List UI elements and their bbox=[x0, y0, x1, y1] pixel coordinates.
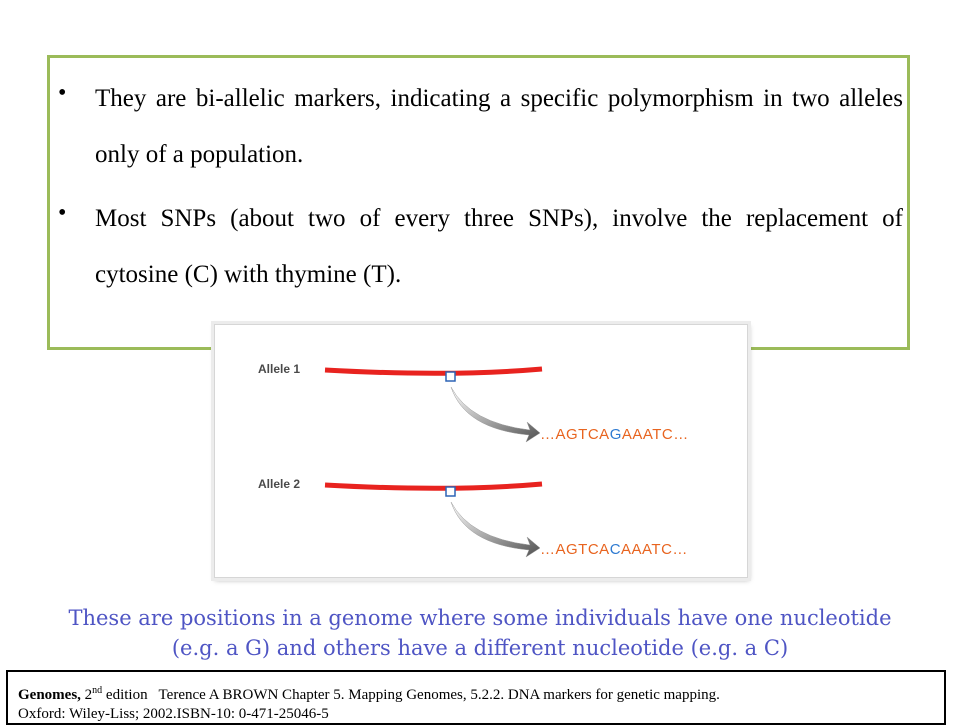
snp-figure: Allele 1 …AGTCAGAAATC… Allele 2 …AGTCACA… bbox=[214, 324, 748, 578]
allele-2-sequence: …AGTCACAAATC… bbox=[540, 541, 688, 558]
allele-2-chromosome bbox=[324, 481, 543, 491]
reference-edition-number: 2 bbox=[84, 687, 93, 703]
bullet-marker: • bbox=[58, 200, 67, 226]
bullet-box: • They are bi-allelic markers, indicatin… bbox=[47, 55, 910, 350]
allele-1-sequence: …AGTCAGAAATC… bbox=[540, 426, 689, 443]
bullet-marker: • bbox=[58, 80, 67, 106]
reference-edition-suffix: nd bbox=[92, 685, 103, 696]
allele-2-snp-marker bbox=[445, 486, 456, 497]
caption-line-1: These are positions in a genome where so… bbox=[68, 606, 892, 630]
reference-edition-text: edition Terence A BROWN Chapter 5. Mappi… bbox=[102, 687, 720, 703]
reference-title: Genomes, bbox=[18, 687, 81, 703]
allele-1-label: Allele 1 bbox=[258, 362, 300, 376]
allele-1-snp-marker bbox=[445, 371, 456, 382]
allele-1-arrow-icon bbox=[450, 386, 541, 443]
allele-2-arrow-icon bbox=[450, 501, 541, 558]
reference-line-1: Genomes, 2nd edition Terence A BROWN Cha… bbox=[18, 681, 944, 705]
bullet-item-2: Most SNPs (about two of every three SNPs… bbox=[95, 205, 903, 288]
bullet-item-1: They are bi-allelic markers, indicating … bbox=[95, 85, 903, 168]
reference-box: Genomes, 2nd edition Terence A BROWN Cha… bbox=[6, 670, 946, 725]
allele-1-chromosome bbox=[324, 366, 543, 376]
caption-line-2: (e.g. a G) and others have a different n… bbox=[171, 636, 789, 660]
snp-diagram: Allele 1 …AGTCAGAAATC… Allele 2 …AGTCACA… bbox=[258, 362, 689, 558]
figure-caption: These are positions in a genome where so… bbox=[40, 603, 920, 663]
allele-2-label: Allele 2 bbox=[258, 477, 300, 491]
reference-line-2: Oxford: Wiley-Liss; 2002.ISBN-10: 0-471-… bbox=[18, 706, 329, 722]
